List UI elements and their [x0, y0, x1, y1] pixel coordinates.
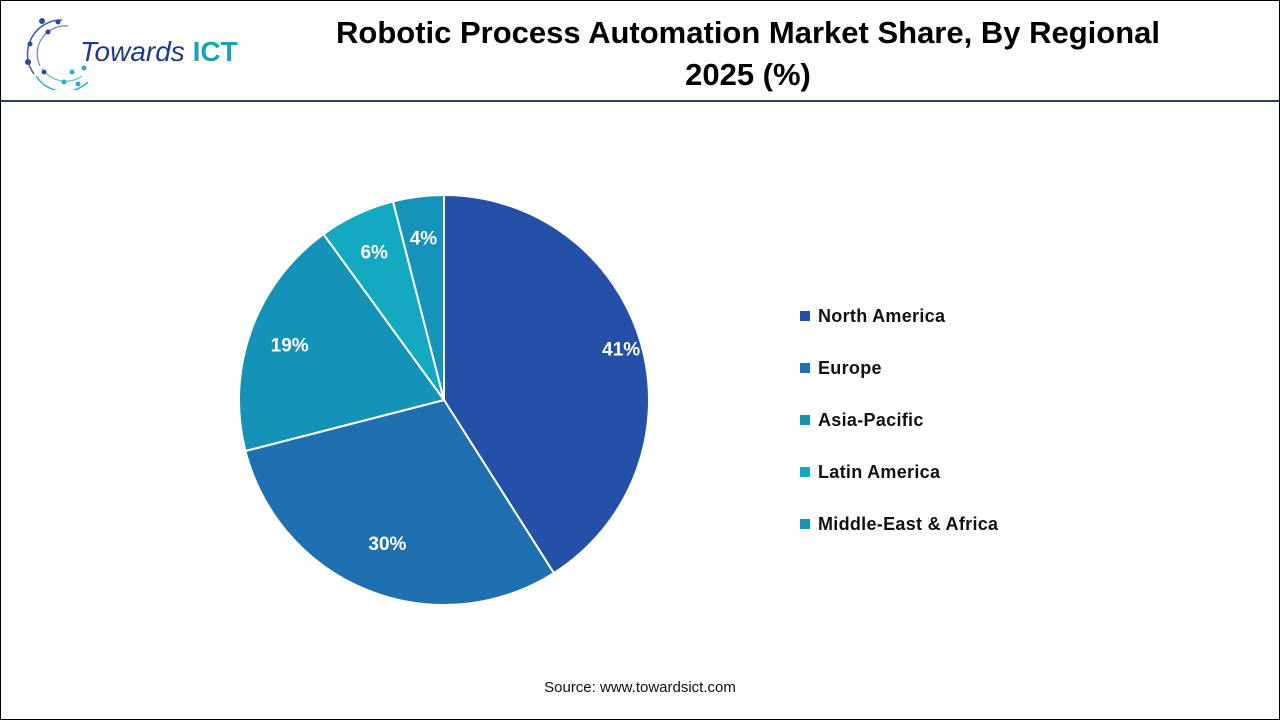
legend-swatch — [800, 311, 810, 321]
legend-swatch — [800, 519, 810, 529]
legend-swatch — [800, 415, 810, 425]
slice-data-label: 30% — [368, 534, 406, 555]
pie-slice-europe — [244, 398, 556, 606]
logo-text-towards: Towards — [80, 36, 185, 67]
slice-data-label: 19% — [271, 335, 309, 356]
header-divider — [1, 100, 1279, 102]
legend-swatch — [800, 467, 810, 477]
legend-item: Latin America — [800, 446, 998, 498]
slice-data-label: 4% — [410, 228, 438, 249]
legend: North America Europe Asia-Pacific Latin Ame… — [800, 290, 998, 550]
source-note: Source: www.towardsict.com — [544, 679, 736, 696]
slice-data-label: 6% — [360, 243, 388, 264]
slice-data-label: 41% — [602, 340, 640, 361]
pie-slice-asia-pacific — [238, 232, 446, 453]
legend-item: North America — [800, 290, 998, 342]
legend-item: Middle-East & Africa — [800, 498, 998, 550]
logo-circuit-icon — [25, 18, 89, 93]
legend-label: Latin America — [818, 461, 941, 482]
logo-text-ict: ICT — [192, 36, 238, 67]
legend-item: Asia-Pacific — [800, 394, 998, 446]
legend-item: Europe — [800, 342, 998, 394]
pie-slice-middle-east-africa — [391, 193, 445, 401]
legend-label: North America — [818, 305, 946, 326]
towards-ict-logo: Towards ICT — [22, 14, 238, 93]
logo-wordmark: Towards ICT — [80, 36, 238, 68]
legend-label: Middle-East & Africa — [818, 513, 999, 534]
legend-label: Asia-Pacific — [818, 409, 924, 430]
legend-label: Europe — [818, 357, 882, 378]
chart-title: Robotic Process Automation Market Share,… — [336, 15, 1160, 92]
pie-slice-north-america — [443, 193, 650, 575]
legend-swatch — [800, 363, 810, 373]
